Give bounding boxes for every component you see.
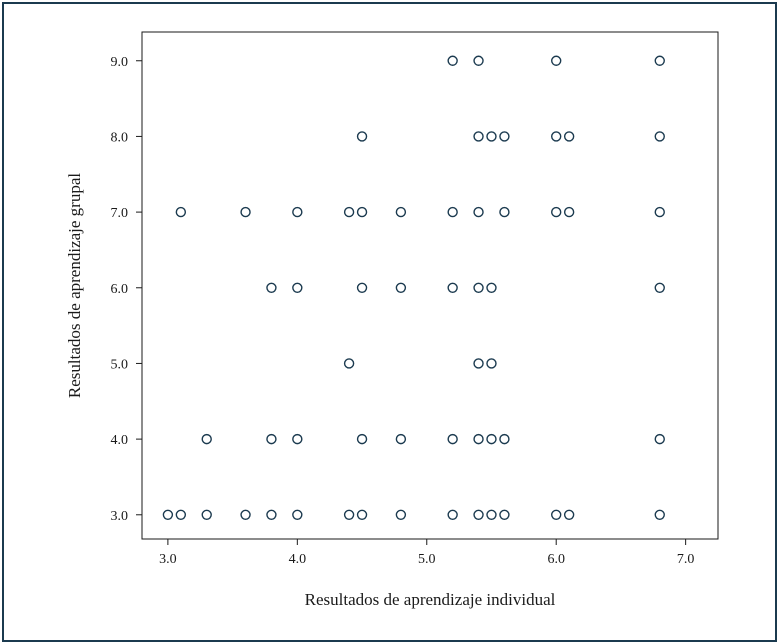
data-point (654, 433, 665, 445)
x-tick-label: 7.0 (677, 552, 695, 567)
y-tick-label: 4.0 (111, 433, 129, 448)
data-point (486, 358, 497, 369)
data-point (473, 509, 484, 520)
data-point (563, 206, 575, 218)
y-tick-label: 7.0 (111, 206, 129, 221)
data-point (486, 131, 497, 142)
data-point (551, 131, 562, 142)
y-tick-label: 8.0 (111, 130, 129, 145)
data-point (162, 509, 174, 520)
data-point (343, 358, 355, 369)
data-point (201, 509, 212, 520)
data-point (356, 509, 368, 520)
x-axis: 3.0 4.0 5.0 6.0 7.0 (159, 539, 694, 567)
data-point (175, 206, 187, 218)
data-point (292, 509, 303, 520)
data-point (447, 433, 458, 445)
data-point (473, 206, 484, 218)
data-point (473, 131, 484, 142)
data-point (356, 433, 368, 445)
x-tick-label: 3.0 (159, 552, 177, 567)
x-tick-label: 6.0 (547, 552, 565, 567)
data-point (395, 206, 407, 218)
data-point (551, 55, 562, 66)
data-point (499, 206, 510, 218)
data-point (551, 509, 562, 520)
data-point (473, 433, 484, 445)
data-point (395, 433, 407, 445)
data-point (292, 433, 303, 445)
y-tick-label: 5.0 (111, 357, 129, 372)
data-point (447, 282, 458, 293)
data-point (563, 131, 575, 142)
data-point (292, 206, 303, 218)
data-point (447, 55, 458, 66)
data-point (395, 509, 407, 520)
data-point (473, 282, 484, 293)
data-point (266, 509, 277, 520)
data-point (395, 282, 407, 293)
data-point (356, 131, 368, 142)
x-tick-label: 5.0 (418, 552, 436, 567)
data-point (201, 433, 212, 445)
data-point (499, 131, 510, 142)
data-point (486, 282, 497, 293)
data-point (499, 433, 510, 445)
data-point (266, 433, 277, 445)
data-point (343, 509, 355, 520)
y-axis-title: Resultados de aprendizaje grupal (65, 173, 84, 398)
data-point (654, 509, 665, 520)
data-point (499, 509, 510, 520)
y-tick-label: 6.0 (111, 282, 129, 297)
data-point (551, 206, 562, 218)
data-point (356, 206, 368, 218)
data-point (473, 55, 484, 66)
data-point (356, 282, 368, 293)
data-point (654, 55, 665, 66)
data-point (654, 131, 665, 142)
data-point (654, 282, 665, 293)
data-point (654, 206, 665, 218)
data-point (343, 206, 355, 218)
data-point (563, 509, 575, 520)
y-tick-label: 9.0 (111, 55, 129, 70)
x-tick-label: 4.0 (289, 552, 307, 567)
data-point (175, 509, 187, 520)
data-point (447, 509, 458, 520)
y-tick-label: 3.0 (111, 509, 129, 524)
x-axis-title: Resultados de aprendizaje individual (305, 590, 556, 609)
plot-area (141, 31, 719, 540)
data-point (292, 282, 303, 293)
data-point (486, 509, 497, 520)
data-point (240, 206, 251, 218)
data-points (162, 55, 665, 520)
data-point (240, 509, 251, 520)
data-point (486, 433, 497, 445)
data-point (447, 206, 458, 218)
data-point (473, 358, 484, 369)
y-axis: 3.0 4.0 5.0 6.0 7.0 8.0 9.0 (111, 55, 142, 524)
data-point (266, 282, 277, 293)
